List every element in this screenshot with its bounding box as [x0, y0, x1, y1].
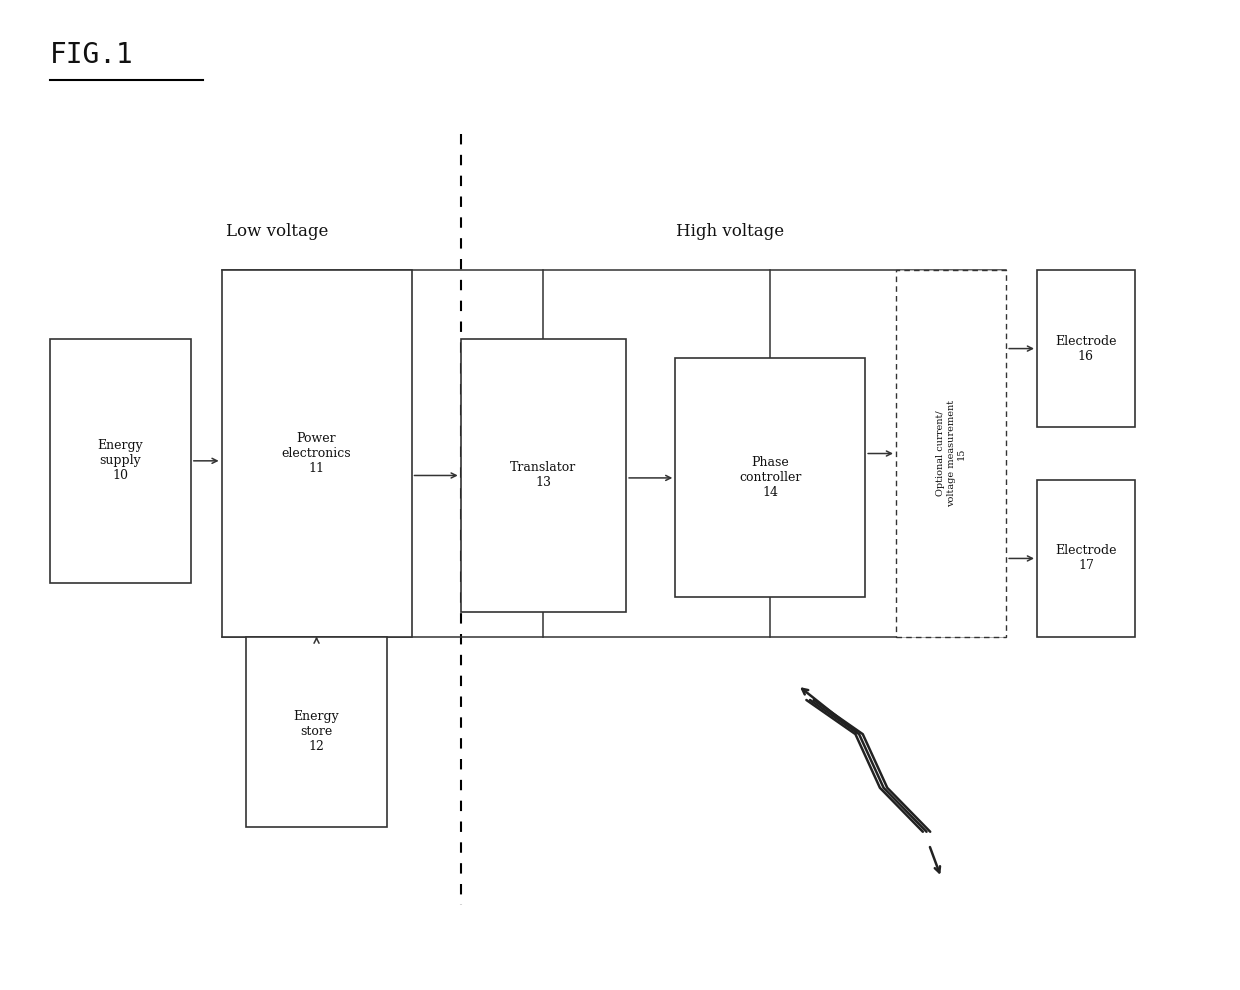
- Bar: [1037, 270, 1135, 427]
- Text: High voltage: High voltage: [676, 223, 785, 240]
- Bar: [460, 339, 626, 612]
- Text: Power
electronics
11: Power electronics 11: [281, 432, 351, 475]
- Text: Phase
controller
14: Phase controller 14: [739, 456, 801, 499]
- Bar: [895, 270, 1006, 637]
- Text: Low voltage: Low voltage: [226, 223, 327, 240]
- Bar: [222, 270, 412, 637]
- Text: Electrode
16: Electrode 16: [1055, 335, 1117, 362]
- Text: Energy
store
12: Energy store 12: [294, 710, 340, 753]
- Text: FIG.1: FIG.1: [50, 42, 134, 69]
- Bar: [246, 637, 387, 827]
- Text: Electrode
17: Electrode 17: [1055, 544, 1117, 572]
- Bar: [1037, 480, 1135, 637]
- Text: Energy
supply
10: Energy supply 10: [98, 440, 144, 482]
- Text: Optional current/
voltage measurement
15: Optional current/ voltage measurement 15: [936, 400, 966, 507]
- Text: Translator
13: Translator 13: [510, 461, 577, 489]
- Bar: [675, 358, 866, 598]
- Bar: [50, 339, 191, 583]
